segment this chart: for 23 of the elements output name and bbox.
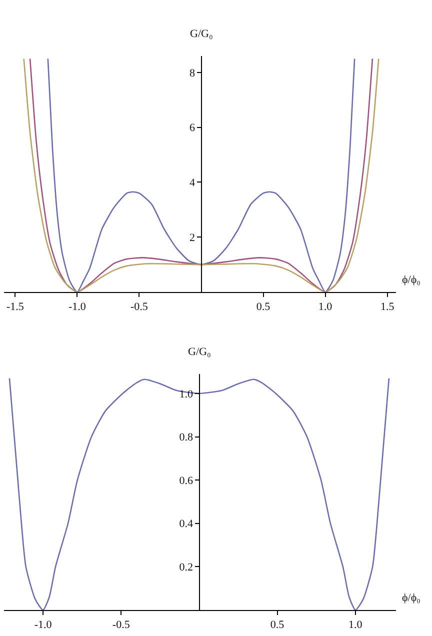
x-axis-title: ϕ/ϕ₀ [402, 274, 421, 286]
x-tick-label: 1.0 [348, 619, 363, 632]
y-axis-title: G/G₀ [188, 346, 211, 358]
x-tick-label: 1.5 [380, 301, 395, 314]
y-tick-label: 4 [190, 177, 196, 190]
x-tick-label: -0.5 [130, 301, 148, 314]
y-tick-label: 0.4 [179, 518, 194, 530]
x-tick-label: -0.5 [112, 619, 130, 632]
line-series [8, 378, 390, 610]
x-tick-label: 0.5 [256, 301, 271, 314]
y-tick-label: 0.8 [179, 432, 194, 444]
y-tick-label: 6 [190, 122, 196, 134]
y-tick-label: 0.6 [179, 474, 194, 487]
y-tick-label: 8 [190, 67, 196, 80]
y-tick-label: 2 [190, 232, 196, 244]
x-tick-label: 1.0 [318, 301, 333, 314]
x-tick-label: -1.0 [34, 619, 52, 632]
y-tick-label: 0.2 [179, 562, 194, 574]
x-axis-title: ϕ/ϕ₀ [402, 592, 421, 604]
x-tick-label: -1.5 [6, 301, 24, 314]
x-tick-label: 0.5 [270, 619, 285, 632]
y-axis-title: G/G₀ [190, 28, 213, 40]
x-tick-label: -1.0 [68, 301, 86, 314]
